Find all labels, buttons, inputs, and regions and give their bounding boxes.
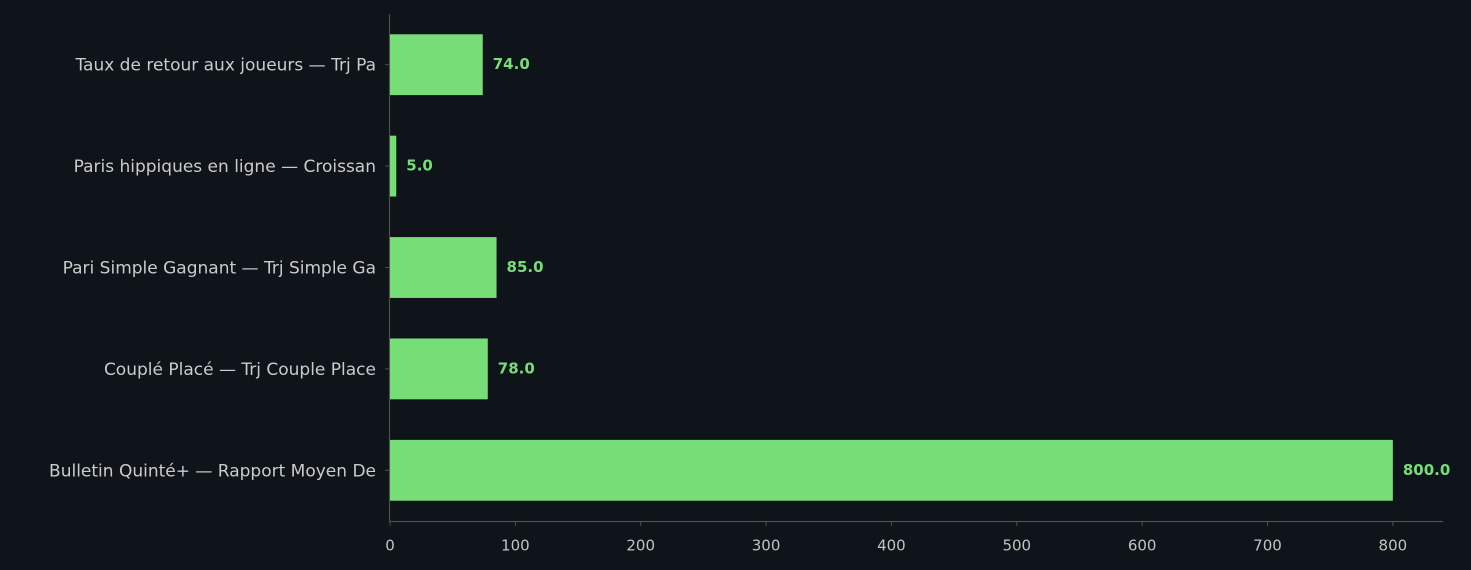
bar bbox=[390, 237, 497, 298]
x-tick-label: 600 bbox=[1128, 537, 1157, 555]
x-tick-label: 500 bbox=[1002, 537, 1031, 555]
x-tick-label: 400 bbox=[877, 537, 906, 555]
x-tick-label: 200 bbox=[626, 537, 655, 555]
value-label: 800.0 bbox=[1403, 461, 1450, 479]
value-label: 85.0 bbox=[507, 258, 544, 276]
y-tick-label: Taux de retour aux joueurs — Trj Pa bbox=[74, 56, 376, 76]
x-tick-label: 700 bbox=[1253, 537, 1282, 555]
y-tick-label: Couplé Placé — Trj Couple Place bbox=[104, 360, 376, 380]
x-tick-label: 300 bbox=[752, 537, 781, 555]
bar bbox=[390, 34, 483, 96]
y-tick-label: Bulletin Quinté+ — Rapport Moyen De bbox=[49, 461, 376, 481]
y-tick-label: Paris hippiques en ligne — Croissan bbox=[74, 157, 376, 177]
value-label: 5.0 bbox=[406, 157, 433, 175]
x-tick-label: 100 bbox=[501, 537, 530, 555]
x-tick-label: 800 bbox=[1379, 537, 1408, 555]
bar bbox=[390, 439, 1393, 501]
value-label: 78.0 bbox=[498, 359, 535, 377]
y-tick-label: Pari Simple Gagnant — Trj Simple Ga bbox=[63, 259, 376, 279]
bar bbox=[390, 135, 397, 197]
x-tick-label: 0 bbox=[385, 537, 395, 555]
value-label: 74.0 bbox=[493, 55, 530, 73]
bar bbox=[390, 338, 488, 400]
